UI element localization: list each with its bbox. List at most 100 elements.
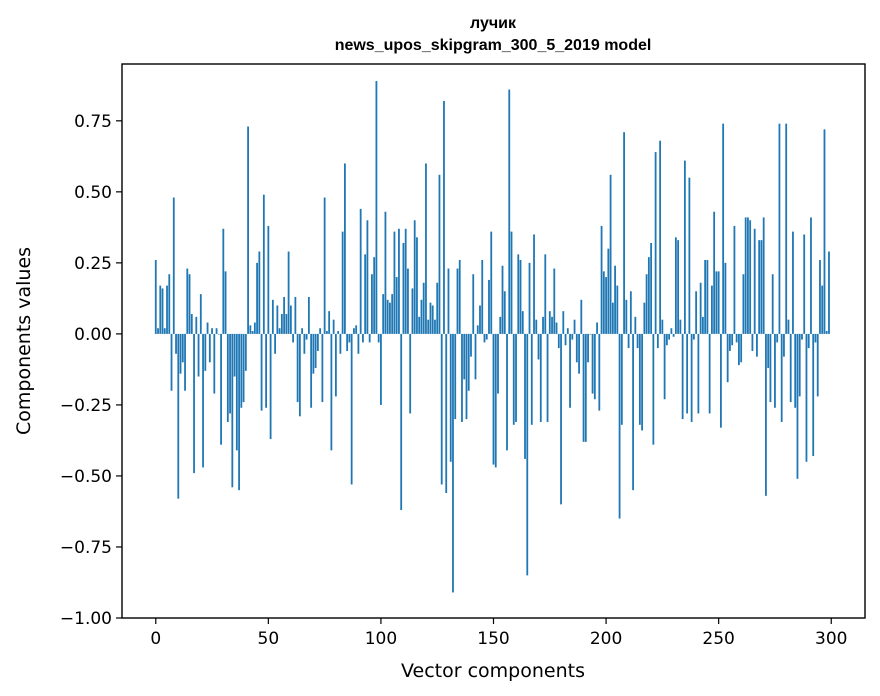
bar-237 [688,177,691,334]
bar-288 [803,234,806,334]
bar-257 [733,225,736,334]
bar-66 [303,333,306,354]
bar-251 [720,333,722,428]
bar-27 [215,328,218,334]
bar-207 [620,333,623,425]
bar-165 [526,333,529,576]
bar-69 [310,333,313,408]
bar-119 [422,282,425,334]
bar-213 [634,316,637,334]
bar-35 [233,333,236,377]
bar-59 [287,251,290,334]
bar-255 [729,333,731,351]
bar-266 [753,228,756,334]
bar-21 [202,333,204,468]
bar-163 [521,311,524,334]
bars-group [154,81,830,593]
bar-176 [551,316,553,334]
bar-222 [654,152,657,334]
bar-125 [436,282,439,334]
bar-124 [434,319,436,334]
bar-109 [400,333,403,511]
bar-272 [767,333,770,368]
bar-56 [280,314,283,334]
bar-11 [179,333,182,374]
bar-212 [632,333,634,491]
bar-107 [395,277,398,334]
bar-96 [371,274,373,334]
bar-259 [738,333,740,366]
bar-49 [265,333,267,408]
bar-130 [447,268,450,334]
bar-105 [391,294,394,334]
y-tick-label: −0.50 [60,467,112,487]
bar-5 [166,285,168,334]
y-axis-label: Components values [13,247,35,435]
bar-70 [312,333,315,374]
bar-138 [465,333,468,420]
bar-280 [785,123,788,334]
x-tick-label: 150 [477,629,509,649]
bar-61 [292,333,295,343]
bar-101 [382,294,385,334]
bar-77 [328,311,331,334]
bar-221 [652,333,655,445]
bar-177 [553,268,556,334]
bar-299 [828,251,830,334]
bar-65 [301,328,304,334]
bar-30 [222,228,225,334]
bar-42 [249,325,252,334]
bar-230 [672,333,675,337]
bar-104 [389,302,391,334]
bar-128 [443,100,445,334]
bar-57 [283,296,286,334]
x-axis-ticks: 0 50 100 150 200 250 300 [150,618,847,649]
bar-214 [636,333,639,349]
bar-239 [692,333,695,340]
bar-298 [825,331,828,334]
bar-250 [717,271,720,334]
bar-178 [555,322,558,334]
bar-87 [350,333,353,485]
bar-175 [548,311,551,334]
y-tick-label: 0.75 [74,112,112,132]
bar-244 [704,260,707,334]
chart-title: лучик [470,15,517,32]
bar-82 [339,333,342,354]
bar-233 [679,319,682,334]
bar-284 [794,333,797,408]
bar-47 [260,333,263,411]
bar-192 [587,333,589,363]
bar-151 [494,333,497,468]
bar-53 [274,333,276,354]
bar-277 [778,123,781,334]
bar-149 [490,231,493,334]
bar-193 [589,333,592,335]
x-axis-label: Vector components [401,660,585,682]
bar-155 [503,291,506,334]
bar-110 [402,242,405,334]
bar-115 [413,220,416,334]
bar-189 [580,299,583,334]
bar-228 [668,333,671,340]
bar-131 [449,333,452,462]
bar-72 [316,333,319,351]
bar-201 [607,248,610,334]
bar-121 [427,319,430,334]
bar-132 [452,333,454,593]
bar-186 [573,319,576,334]
bar-127 [440,333,443,485]
bar-44 [253,322,256,334]
bar-18 [195,316,198,334]
bar-252 [722,123,725,334]
bar-0 [154,260,157,334]
bar-248 [713,211,716,334]
bar-256 [731,333,734,346]
bar-283 [792,231,794,334]
bar-274 [771,274,774,334]
bar-63 [296,333,299,403]
bar-71 [314,333,317,368]
bar-264 [749,220,752,334]
bar-227 [665,333,668,346]
bar-188 [578,333,580,374]
